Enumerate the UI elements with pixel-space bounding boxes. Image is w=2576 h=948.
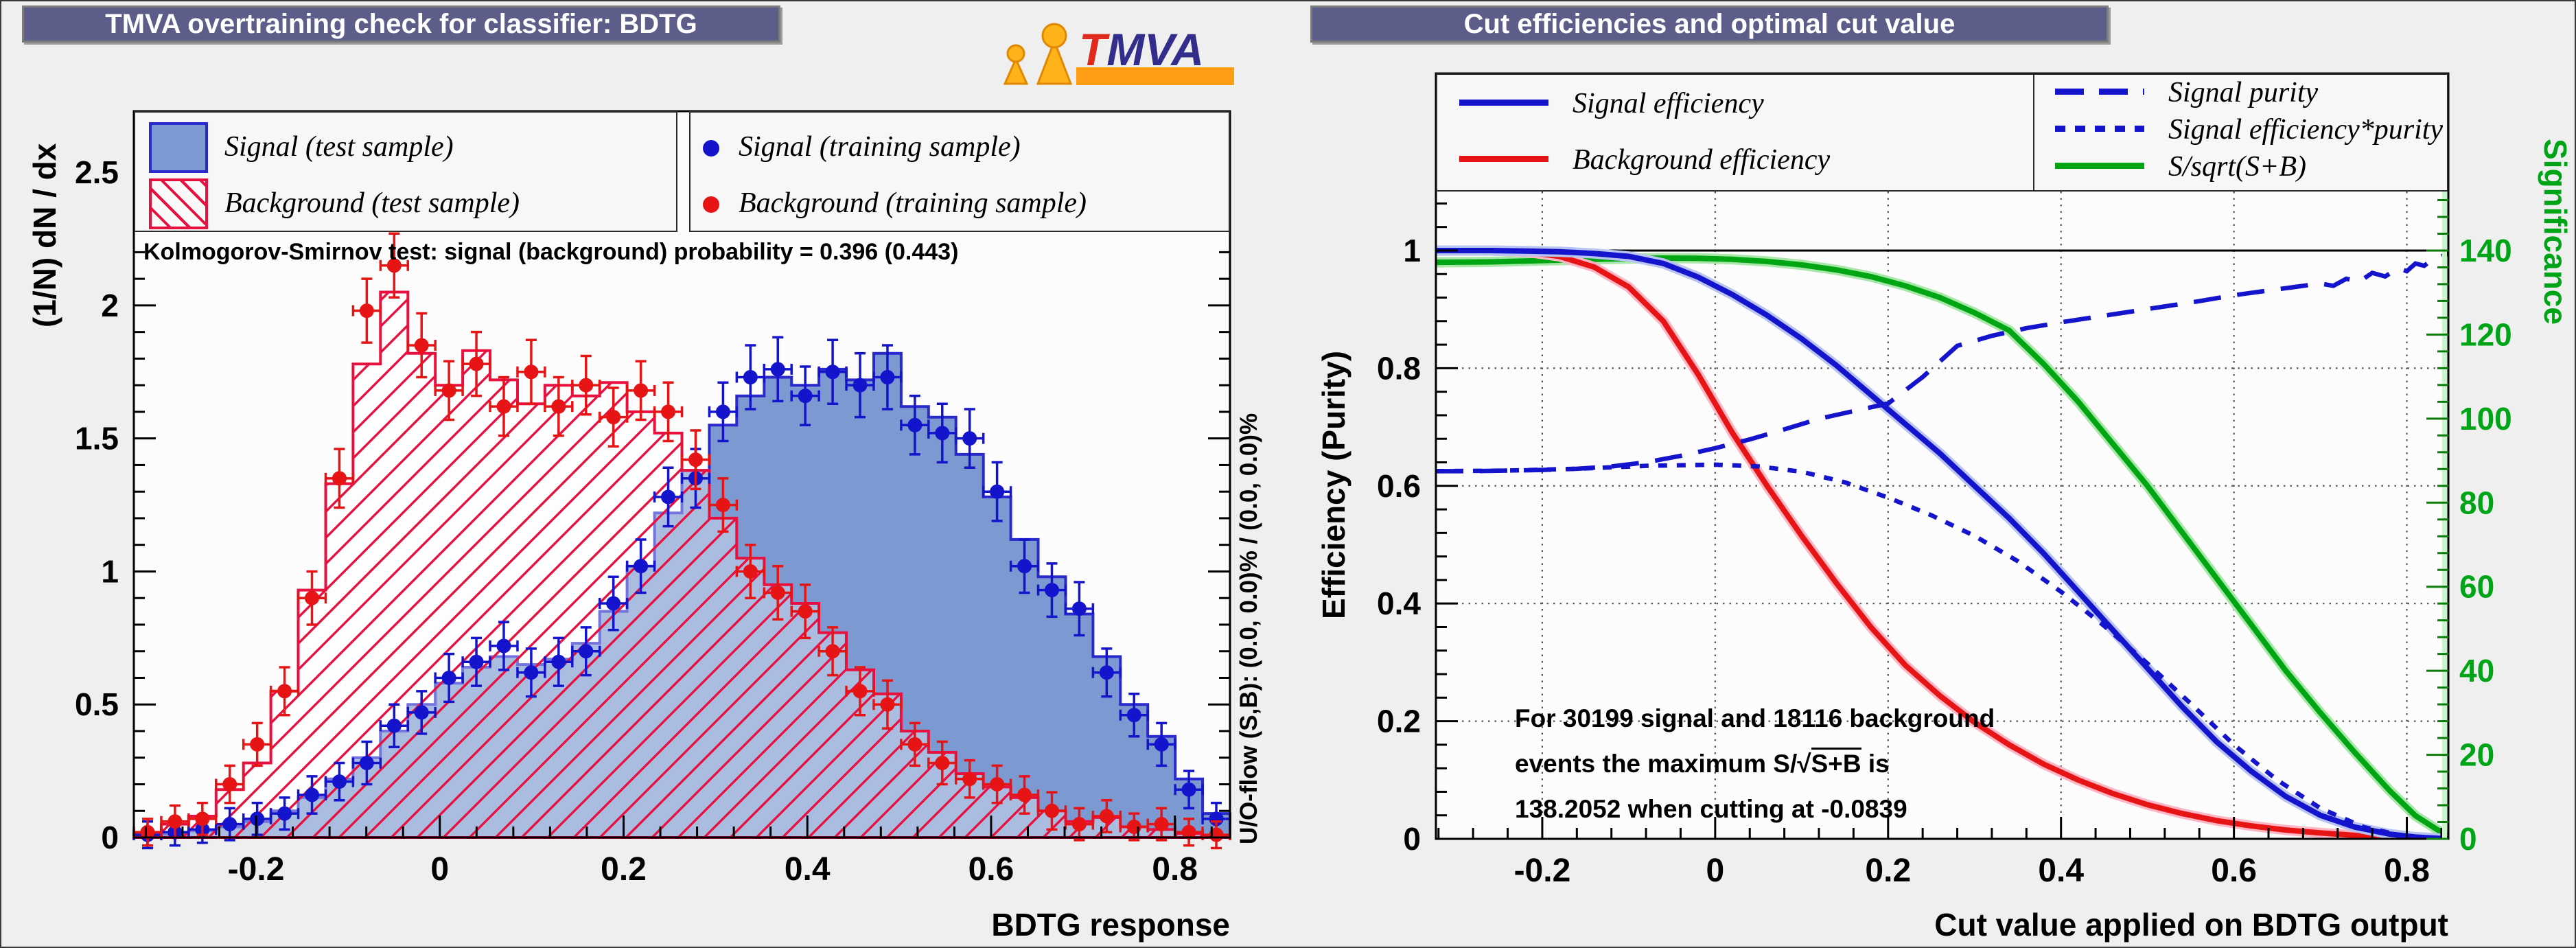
legend-label-signal-efficiency-purity: Signal efficiency*purity — [2168, 114, 2444, 146]
left-plot-title: TMVA overtraining check for classifier: … — [22, 5, 780, 43]
tmva-logo-t: T — [1079, 24, 1107, 75]
svg-text:0.2: 0.2 — [1377, 704, 1421, 739]
svg-text:0.2: 0.2 — [601, 851, 647, 888]
svg-text:1: 1 — [101, 553, 119, 589]
right-plot-title-text: Cut efficiencies and optimal cut value — [1463, 9, 1956, 39]
legend-efficiencies: Signal efficiency Background efficiency … — [1436, 73, 2448, 192]
svg-text:0.6: 0.6 — [1377, 468, 1421, 504]
svg-text:0: 0 — [430, 851, 449, 888]
sqrt-radical: √ — [1797, 750, 1811, 778]
svg-text:2: 2 — [101, 288, 119, 323]
svg-text:2.5: 2.5 — [75, 154, 119, 190]
svg-text:140: 140 — [2459, 233, 2512, 268]
svg-text:-0.2: -0.2 — [228, 851, 285, 888]
signal-efficiency-swatch — [1459, 100, 1548, 106]
svg-text:100: 100 — [2459, 401, 2512, 437]
overtraining-plot-svg: -0.2 0 0.2 0.4 0.6 0.8 0 0.5 1 1.5 2 2.5 — [75, 110, 1231, 888]
right-plot-title: Cut efficiencies and optimal cut value — [1310, 5, 2109, 43]
tmva-logo: TMVA — [995, 18, 1242, 93]
uoflow-text: U/O-flow (S,B): (0.0, 0.0)% / (0.0, 0.0)… — [1235, 413, 1262, 844]
svg-text:0.8: 0.8 — [1152, 851, 1198, 888]
curve-signal-purity — [1436, 251, 2448, 474]
legend-label-signal-train: Signal (training sample) — [739, 131, 1021, 163]
background-efficiency-swatch — [1459, 156, 1548, 162]
curve-signal-efficiency-purity — [1436, 462, 2448, 839]
svg-text:0.8: 0.8 — [1377, 350, 1421, 386]
optimal-cut-stats: For 30199 signal and 18116 background ev… — [1515, 696, 1995, 832]
tmva-logo-figures-icon — [1003, 23, 1073, 85]
legend-label-s-sqrt-sb: S/sqrt(S+B) — [2168, 151, 2306, 183]
legend-label-background-test: Background (test sample) — [224, 187, 520, 219]
legend-label-signal-test: Signal (test sample) — [224, 131, 454, 163]
legend-label-background-train: Background (training sample) — [739, 187, 1087, 219]
tmva-logo-text: TMVA — [1079, 23, 1204, 76]
signal-efficiency-purity-swatch — [2055, 126, 2144, 132]
right-axes-labels: -0.2 0 0.2 0.4 0.6 0.8 0 0.2 0.4 0.6 0.8 1 — [1377, 233, 2430, 889]
efficiency-plot-svg: -0.2 0 0.2 0.4 0.6 0.8 0 0.2 0.4 0.6 0.8 1 0 20 40 60 80… — [1377, 72, 2512, 889]
svg-text:80: 80 — [2459, 485, 2494, 520]
svg-text:0: 0 — [1706, 853, 1725, 889]
svg-text:0.6: 0.6 — [2211, 853, 2257, 889]
svg-text:0.4: 0.4 — [1377, 586, 1421, 621]
svg-text:0: 0 — [101, 820, 119, 855]
svg-text:0.6: 0.6 — [968, 851, 1014, 888]
stats-line-1: For 30199 signal and 18116 background — [1515, 704, 1995, 732]
svg-text:0.4: 0.4 — [2038, 853, 2084, 889]
svg-text:20: 20 — [2459, 737, 2494, 773]
significance-axis-band — [2442, 73, 2447, 839]
legend-label-signal-efficiency: Signal efficiency — [1573, 88, 1764, 119]
curve-signal-efficiency — [1436, 248, 2448, 839]
background-test-swatch — [149, 178, 208, 229]
signal-training-points — [132, 336, 1231, 850]
left-x-axis-title: BDTG response — [991, 907, 1230, 943]
background-train-marker — [703, 196, 719, 213]
stats-line-2-pre: events the maximum S/ — [1515, 750, 1798, 778]
svg-text:0: 0 — [2459, 821, 2477, 857]
ks-test-text: Kolmogorov-Smirnov test: signal (backgro… — [143, 239, 959, 265]
svg-text:0.4: 0.4 — [785, 851, 831, 888]
tmva-logo-underline — [1076, 67, 1234, 85]
background-training-points — [132, 232, 1231, 850]
svg-text:60: 60 — [2459, 569, 2494, 605]
stats-line-2-sqrt: S+B — [1811, 748, 1861, 778]
svg-text:40: 40 — [2459, 653, 2494, 689]
left-y-axis-title: (1/N) dN / dx — [27, 143, 62, 327]
curve-background-efficiency — [1436, 248, 2448, 839]
legend-divider — [2033, 75, 2034, 190]
significance-axis-title: Significance — [2538, 139, 2573, 325]
svg-text:-0.2: -0.2 — [1514, 853, 1571, 889]
s-sqrt-sb-swatch — [2055, 163, 2144, 169]
right-x-axis-title: Cut value applied on BDTG output — [1934, 907, 2448, 943]
stats-line-2-post: is — [1861, 750, 1890, 778]
signal-test-swatch — [149, 122, 208, 173]
svg-text:0.5: 0.5 — [75, 686, 119, 722]
svg-text:120: 120 — [2459, 316, 2512, 352]
efficiency-curves — [1436, 245, 2448, 839]
svg-text:0.2: 0.2 — [1865, 853, 1911, 889]
stats-line-2: events the maximum S/√S+B is — [1515, 741, 1995, 787]
tmva-logo-mva: MVA — [1106, 24, 1205, 75]
legend-test-samples: Signal (test sample) Background (test sa… — [134, 111, 677, 232]
signal-purity-swatch — [2055, 89, 2144, 95]
left-axes-labels: -0.2 0 0.2 0.4 0.6 0.8 0 0.5 1 1.5 2 2.5 — [75, 154, 1198, 888]
legend-label-background-efficiency: Background efficiency — [1573, 144, 1831, 176]
legend-label-signal-purity: Signal purity — [2168, 77, 2319, 108]
legend-training-samples: Signal (training sample) Background (tra… — [689, 111, 1230, 232]
svg-text:1: 1 — [1403, 233, 1421, 268]
right-y-axis-title: Efficiency (Purity) — [1316, 350, 1351, 619]
signal-train-marker — [703, 140, 719, 157]
svg-text:1.5: 1.5 — [75, 421, 119, 456]
svg-text:0.8: 0.8 — [2384, 853, 2430, 889]
left-plot-title-text: TMVA overtraining check for classifier: … — [105, 9, 697, 39]
stats-line-3: 138.2052 when cutting at -0.0839 — [1515, 795, 1907, 823]
significance-axis-labels: 0 20 40 60 80 100 120 140 — [2459, 233, 2512, 857]
svg-text:0: 0 — [1403, 821, 1421, 857]
